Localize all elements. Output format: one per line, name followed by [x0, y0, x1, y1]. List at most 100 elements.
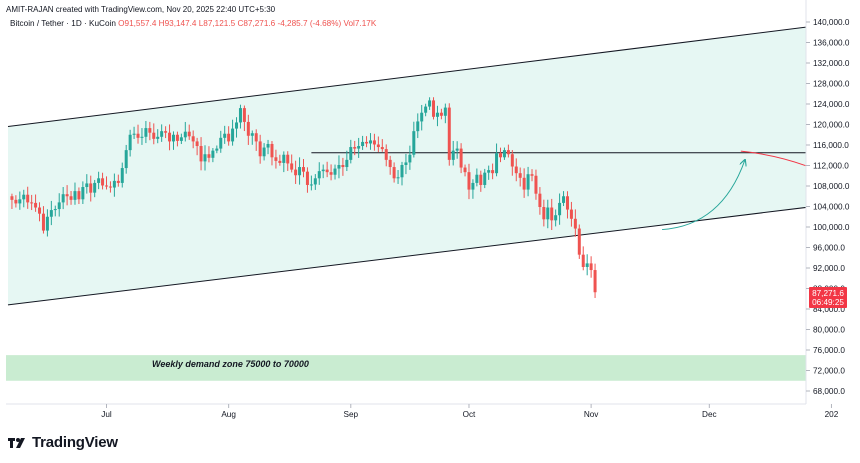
candle[interactable]	[341, 157, 345, 176]
candle[interactable]	[577, 224, 581, 259]
candle[interactable]	[526, 166, 530, 197]
candle[interactable]	[294, 160, 298, 184]
price-chart[interactable]: Bitcoin / Tether · 1D · KuCoin O91,557.4…	[0, 0, 860, 430]
candle[interactable]	[168, 124, 172, 151]
candle[interactable]	[412, 121, 416, 158]
candle[interactable]	[396, 169, 400, 184]
candle[interactable]	[550, 198, 554, 230]
candle[interactable]	[223, 125, 227, 144]
candle[interactable]	[211, 147, 215, 163]
candle[interactable]	[585, 254, 589, 276]
candle[interactable]	[573, 209, 577, 237]
candle[interactable]	[305, 167, 309, 193]
candle[interactable]	[53, 205, 57, 217]
candle[interactable]	[309, 175, 313, 191]
candle[interactable]	[518, 167, 522, 187]
candle[interactable]	[207, 146, 211, 163]
candle[interactable]	[69, 191, 73, 205]
candle[interactable]	[85, 174, 89, 194]
candle[interactable]	[357, 137, 361, 158]
candle[interactable]	[439, 108, 443, 120]
candle[interactable]	[191, 130, 195, 149]
candle[interactable]	[404, 153, 408, 175]
candle[interactable]	[317, 162, 321, 185]
candle[interactable]	[175, 131, 179, 147]
candle[interactable]	[313, 174, 317, 190]
candle[interactable]	[388, 155, 392, 175]
candle[interactable]	[183, 121, 187, 142]
candle[interactable]	[333, 164, 337, 180]
candle[interactable]	[112, 173, 116, 197]
candle[interactable]	[487, 165, 491, 180]
candle[interactable]	[108, 181, 112, 193]
candle[interactable]	[22, 189, 26, 208]
candle[interactable]	[506, 144, 510, 158]
candle[interactable]	[420, 104, 424, 131]
candle[interactable]	[499, 147, 502, 163]
candle[interactable]	[565, 191, 569, 219]
candle[interactable]	[14, 195, 18, 208]
candle[interactable]	[116, 174, 120, 187]
tradingview-logo[interactable]: TradingView	[8, 434, 118, 451]
candle[interactable]	[581, 246, 585, 271]
candle[interactable]	[361, 135, 365, 150]
candle[interactable]	[270, 141, 274, 166]
candle[interactable]	[475, 168, 479, 187]
candle[interactable]	[380, 139, 384, 152]
candle[interactable]	[179, 133, 183, 145]
candle[interactable]	[89, 175, 93, 202]
candle[interactable]	[101, 172, 105, 190]
candle[interactable]	[372, 133, 376, 151]
candle[interactable]	[144, 120, 148, 144]
candle[interactable]	[483, 168, 487, 189]
candle[interactable]	[105, 176, 108, 190]
candle[interactable]	[479, 170, 483, 192]
candle[interactable]	[199, 137, 203, 171]
candle[interactable]	[522, 168, 526, 198]
candle[interactable]	[49, 200, 53, 226]
candle[interactable]	[384, 144, 388, 167]
candle[interactable]	[435, 105, 439, 127]
candle[interactable]	[219, 130, 223, 153]
candle[interactable]	[140, 128, 144, 145]
candle[interactable]	[18, 191, 22, 210]
candle[interactable]	[164, 126, 168, 139]
candle[interactable]	[215, 145, 219, 154]
candle[interactable]	[424, 103, 428, 117]
candle[interactable]	[432, 97, 436, 120]
candle[interactable]	[459, 143, 463, 174]
candle[interactable]	[554, 209, 558, 227]
candle[interactable]	[250, 130, 254, 145]
candle[interactable]	[65, 185, 69, 206]
candle[interactable]	[400, 161, 404, 186]
candle[interactable]	[136, 124, 140, 144]
candle[interactable]	[298, 157, 302, 185]
candle[interactable]	[593, 263, 597, 298]
price-axis[interactable]: 68,000.0 72,000.0 76,000.0 80,000.0 84,000.0…	[806, 18, 850, 396]
candle[interactable]	[416, 113, 420, 139]
candle[interactable]	[227, 126, 231, 146]
candle[interactable]	[93, 179, 97, 198]
candle[interactable]	[203, 145, 207, 171]
candle[interactable]	[349, 139, 353, 164]
candle[interactable]	[302, 158, 305, 178]
candle[interactable]	[447, 103, 451, 166]
candle[interactable]	[34, 194, 38, 212]
candle[interactable]	[455, 141, 459, 159]
candle[interactable]	[408, 145, 412, 170]
candle[interactable]	[77, 187, 81, 205]
candle[interactable]	[254, 129, 258, 151]
candle[interactable]	[242, 105, 246, 132]
candle[interactable]	[152, 123, 156, 145]
candle[interactable]	[148, 121, 152, 141]
candle[interactable]	[61, 187, 65, 210]
candle[interactable]	[514, 158, 518, 182]
candle[interactable]	[392, 162, 396, 183]
candle[interactable]	[321, 164, 325, 179]
candle[interactable]	[463, 164, 467, 177]
candle[interactable]	[10, 193, 14, 210]
candle[interactable]	[73, 182, 77, 205]
candle[interactable]	[471, 179, 475, 199]
candle[interactable]	[428, 97, 432, 110]
candle[interactable]	[534, 169, 538, 200]
